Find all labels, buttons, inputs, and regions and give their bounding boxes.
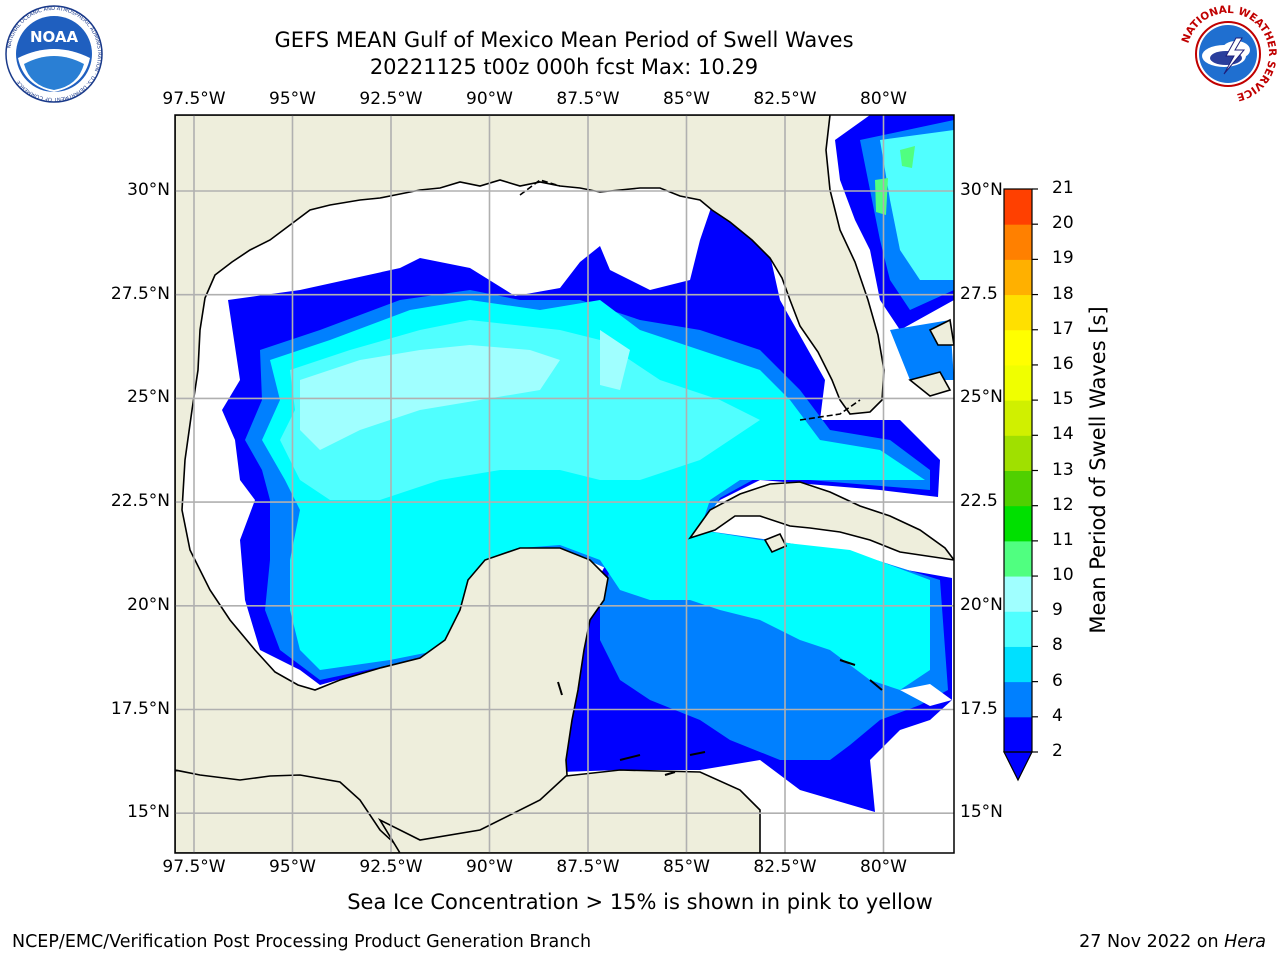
lon-tick-top: 92.5°W [359,89,423,109]
lat-tick-right: 22.5 [960,491,998,512]
lon-tick-top: 85°W [663,89,710,109]
lon-tick-bottom: 80°W [860,857,907,877]
colorbar-extend-arrow [1003,751,1033,782]
small-islands [557,659,883,776]
lat-tick-left: 15°N [127,802,170,823]
colorbar-tick-label: 11 [1052,529,1074,550]
colorbar-segment [1004,716,1032,753]
svg-text:NOAA: NOAA [30,28,79,46]
footer-date: 27 Nov 2022 on [1079,932,1225,952]
footer-host: Hera [1224,932,1266,952]
colorbar-tick-label: 13 [1052,459,1074,480]
lat-tick-right: 17.5 [960,698,998,719]
colorbar-tick-label: 8 [1052,635,1063,656]
coast-detail [519,179,861,421]
swell-atlantic-band-c [880,130,954,280]
colorbar-tick-label: 10 [1052,565,1074,586]
colorbar-segment [1004,646,1032,683]
colorbar-segment [1004,611,1032,647]
gridlines [175,115,954,853]
colorbar-tick-label: 4 [1052,705,1063,726]
lat-tick-right: 15°N [960,802,1003,823]
lon-tick-bottom: 90°W [466,857,513,877]
colorbar-segment [1004,435,1032,471]
colorbar-tick-label: 15 [1052,389,1074,410]
land-isle-of-youth [763,532,788,554]
colorbar-tick-label: 2 [1052,741,1063,761]
colorbar-tick-label: 14 [1052,424,1074,445]
swell-shading [175,115,954,853]
colorbar-label: Mean Period of Swell Waves [s] [1086,306,1110,634]
colorbar-tick-label: 9 [1052,600,1063,621]
lat-tick-left: 17.5°N [110,698,170,719]
swell-band-9-10 [300,345,560,450]
lat-tick-right: 30°N [960,180,1003,200]
colorbar-segment [1004,294,1032,331]
swell-atlantic-band-e [900,146,915,168]
lat-tick-left: 22.5°N [110,491,170,512]
lon-tick-bottom: 92.5°W [359,857,423,877]
lat-tick-left: 30°N [127,180,170,200]
land-north-america [175,115,885,853]
colorbar-segment [1004,576,1032,612]
lon-tick-bottom: 82.5°W [753,857,817,877]
sea-ice-note: Sea Ice Concentration > 15% is shown in … [347,890,933,914]
colorbar-segment [1004,364,1032,401]
lon-tick-top: 90°W [466,89,513,109]
lat-tick-right: 27.5 [960,283,998,304]
colorbar-segment [1004,329,1032,366]
colorbar-tick-label: 17 [1052,318,1074,339]
lat-tick-left: 20°N [127,594,170,615]
lon-tick-top: 87.5°W [556,89,620,109]
colorbar-segment [1004,189,1032,225]
lat-tick-right: 25°N [960,387,1003,408]
noaa-logo-icon: NOAA NATIONAL OCEANIC AND ATMOSPHERIC AD… [5,5,103,103]
swell-band-9-10-east [600,330,630,390]
lon-tick-bottom: 87.5°W [556,857,620,877]
footer-left: NCEP/EMC/Verification Post Processing Pr… [12,932,592,952]
colorbar-segment [1004,259,1032,296]
chart-title: GEFS MEAN Gulf of Mexico Mean Period of … [274,28,854,52]
colorbar-segment [1004,224,1032,260]
footer-right: 27 Nov 2022 on Hera [1079,932,1266,952]
lat-tick-left: 25°N [127,387,170,408]
chart-subtitle: 20221125 t00z 000h fcst Max: 10.29 [369,55,759,79]
nws-logo-icon: NATIONAL WEATHER SERVICE [1180,4,1278,103]
land-bahamas-b [908,371,952,397]
colorbar-tick-label: 20 [1052,213,1074,234]
colorbar-segment [1004,681,1032,718]
colorbar [1003,188,1038,782]
lon-tick-top: 95°W [269,89,316,109]
colorbar-segment [1004,505,1032,542]
colorbar-tick-label: 12 [1052,494,1074,515]
colorbar-tick-label: 6 [1052,670,1063,691]
colorbar-tick-label: 18 [1052,283,1074,304]
land-jamaica [900,684,952,706]
lon-tick-bottom: 85°W [663,857,710,877]
lat-tick-right: 20°N [960,594,1003,615]
lat-tick-left: 27.5°N [110,283,170,304]
colorbar-tick-label: 19 [1052,248,1074,269]
lon-tick-bottom: 97.5°W [162,857,226,877]
swell-atlantic-band-d [875,178,888,215]
map-frame [174,114,955,854]
land-bahamas-a [928,318,954,346]
colorbar-segment [1004,400,1032,436]
colorbar-tick-label: 16 [1052,353,1074,374]
lon-tick-top: 80°W [860,89,907,109]
colorbar-tick-label: 21 [1052,178,1074,198]
lon-tick-bottom: 95°W [269,857,316,877]
colorbar-segment [1004,540,1032,577]
lon-tick-top: 97.5°W [162,89,226,109]
colorbar-segment [1004,470,1032,507]
lon-tick-top: 82.5°W [753,89,817,109]
